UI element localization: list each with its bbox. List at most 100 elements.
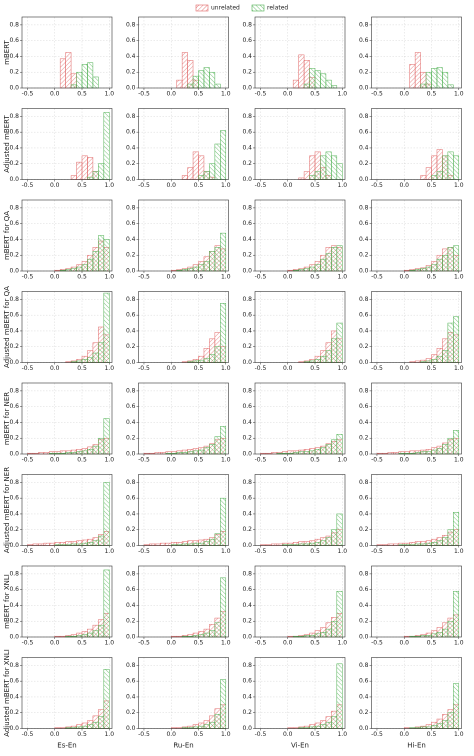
y-tick-label: 0.0 (126, 725, 136, 732)
plot-frame (254, 382, 346, 455)
y-tick-label: 0.6 (359, 495, 369, 502)
y-tick-label: 0.4 (359, 236, 369, 243)
panel: 0.00.20.40.60.8-0.5 0.0 0.5 1.0 (126, 565, 231, 647)
y-tick-label: 0.2 (9, 435, 19, 442)
histogram-bar (453, 683, 460, 729)
x-tick-label: 0.0 (166, 274, 176, 281)
plot-frame (138, 199, 229, 272)
histogram-bar (303, 83, 310, 89)
histogram-bar (214, 143, 221, 180)
x-tick-label: 0.5 (194, 640, 204, 647)
histogram-bar (431, 633, 438, 638)
y-tick-label: 0.0 (9, 359, 19, 366)
x-tick-label: 1.0 (104, 457, 114, 464)
y-tick-label: 0.8 (126, 21, 136, 28)
y-tick-label: 0.4 (126, 53, 136, 60)
histogram-bar (103, 292, 110, 363)
plot-frame (138, 474, 229, 546)
histogram-bar (43, 542, 50, 546)
panel: 0.00.20.40.60.8-0.5 0.0 0.5 1.0 (242, 474, 347, 555)
histogram-bar (220, 497, 227, 546)
x-tick-label: -0.5 (22, 548, 34, 555)
histogram-bar (420, 268, 427, 272)
x-tick-label: -0.5 (255, 731, 267, 738)
x-tick-label: -0.5 (22, 457, 34, 464)
y-tick-label: 0.0 (242, 725, 252, 732)
histogram-bar (320, 258, 327, 272)
y-tick-label: 0.4 (126, 693, 136, 700)
row-label: mBERT for NER (3, 392, 11, 445)
histogram-bar (298, 451, 305, 455)
histogram-bar (192, 266, 199, 272)
plot-frame (254, 474, 346, 546)
histogram-bar (87, 357, 94, 363)
x-tick-label: 0.5 (427, 91, 437, 98)
histogram-bar (336, 434, 343, 455)
x-tick-label: -0.5 (138, 731, 150, 738)
legend-swatch (195, 4, 209, 12)
y-tick-label: 0.4 (242, 53, 252, 60)
histogram-bar (209, 721, 216, 729)
x-tick-label: 1.0 (104, 182, 114, 189)
histogram-bar (103, 112, 110, 180)
x-tick-label: 0.5 (427, 182, 437, 189)
histogram-bar (314, 725, 321, 729)
histogram-bar (81, 634, 88, 638)
histogram-bar (431, 725, 438, 729)
histogram-bar (81, 542, 88, 546)
x-tick-label: 1.0 (454, 91, 464, 98)
y-tick-label: 0.6 (359, 312, 369, 319)
y-tick-label: 0.8 (9, 387, 19, 394)
y-tick-label: 0.4 (242, 602, 252, 609)
histogram-bar (209, 538, 216, 546)
y-tick-label: 0.6 (242, 403, 252, 410)
y-tick-label: 0.2 (359, 526, 369, 533)
histogram-bar (331, 529, 338, 546)
histogram-bar (325, 628, 332, 638)
histogram-bar (92, 445, 99, 455)
histogram-bar (98, 163, 105, 180)
x-tick-label: 0.0 (399, 274, 409, 281)
histogram-bar (220, 130, 227, 180)
plot-frame (371, 108, 462, 180)
histogram-bar (103, 569, 110, 638)
histogram-bar (425, 542, 432, 546)
x-tick-label: 1.0 (104, 91, 114, 98)
y-tick-label: 0.8 (359, 570, 369, 577)
y-tick-label: 0.6 (126, 312, 136, 319)
histogram-bar (325, 537, 332, 546)
histogram-bar (92, 251, 99, 272)
x-tick-label: -0.5 (255, 548, 267, 555)
x-tick-label: 0.5 (194, 731, 204, 738)
y-tick-label: 0.4 (242, 510, 252, 517)
histogram-bar (209, 354, 216, 363)
x-tick-label: 0.5 (194, 274, 204, 281)
y-tick-label: 0.6 (359, 37, 369, 44)
y-tick-label: 0.8 (9, 479, 19, 486)
y-tick-label: 0.4 (9, 327, 19, 334)
histogram-bar (331, 247, 338, 272)
plot-frame (371, 474, 462, 546)
panel: 0.00.20.40.60.8-0.5 0.0 0.5 1.0 (359, 199, 464, 281)
y-tick-label: 0.6 (126, 586, 136, 593)
y-tick-label: 0.4 (9, 510, 19, 517)
y-tick-label: 0.4 (9, 53, 19, 60)
histogram-bar (220, 426, 227, 455)
y-tick-label: 0.0 (242, 542, 252, 549)
x-tick-label: 0.5 (427, 365, 437, 372)
y-tick-label: 0.2 (126, 252, 136, 259)
histogram-bar (76, 71, 83, 89)
x-tick-label: -0.5 (22, 640, 34, 647)
y-tick-label: 0.4 (126, 327, 136, 334)
histogram-bar (92, 76, 99, 89)
histogram-bar (198, 359, 205, 363)
row-label: Adjusted mBERT for XNLI (3, 649, 11, 737)
histogram-bar (325, 79, 332, 89)
histogram-bar (203, 67, 210, 89)
histogram-bar (81, 64, 88, 89)
x-tick-label: -0.5 (255, 640, 267, 647)
histogram-bar (49, 542, 55, 546)
x-tick-label: 0.5 (77, 365, 87, 372)
